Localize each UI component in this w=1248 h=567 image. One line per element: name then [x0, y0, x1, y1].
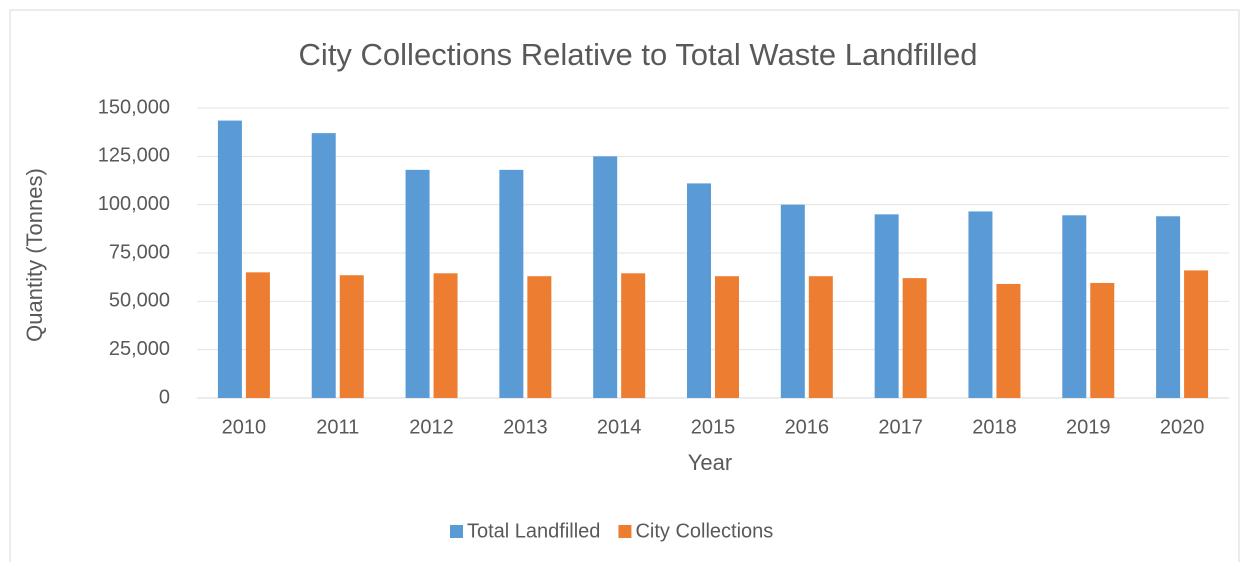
bar [593, 156, 618, 398]
bar [687, 183, 711, 398]
y-tick-label: 25,000 [109, 338, 170, 360]
x-tick-label: 2018 [972, 416, 1017, 438]
bar [527, 276, 552, 398]
bar [874, 214, 899, 398]
bar [996, 283, 1021, 398]
x-tick-label: 2014 [597, 416, 642, 438]
bar [311, 133, 336, 398]
y-tick-label: 150,000 [98, 96, 170, 118]
chart-border [9, 9, 1240, 567]
y-tick-label: 125,000 [98, 145, 170, 167]
bar [808, 276, 833, 398]
y-tick-label: 100,000 [98, 193, 170, 215]
bar [1090, 282, 1115, 398]
x-tick-label: 2019 [1066, 416, 1111, 438]
bar [902, 278, 927, 398]
y-tick-label: 50,000 [109, 290, 170, 312]
y-axis-title: Quantity (Tonnes) [22, 168, 47, 342]
x-tick-label: 2010 [222, 416, 267, 438]
chart-title: City Collections Relative to Total Waste… [299, 37, 978, 72]
bar [217, 120, 242, 399]
x-tick-label: 2017 [878, 416, 923, 438]
bar [499, 169, 524, 398]
x-tick-label: 2015 [691, 416, 736, 438]
bar [1184, 270, 1209, 398]
legend-label: Total Landfilled [467, 520, 600, 542]
bar [1062, 215, 1087, 398]
bar [1156, 216, 1181, 398]
x-tick-label: 2020 [1160, 416, 1205, 438]
y-tick-label: 0 [159, 386, 170, 408]
legend-swatch [618, 525, 632, 538]
bar [780, 204, 805, 398]
bar [405, 169, 430, 398]
x-tick-label: 2012 [409, 416, 454, 438]
x-tick-label: 2013 [503, 416, 548, 438]
y-tick-label: 75,000 [109, 241, 170, 263]
x-tick-label: 2011 [316, 416, 359, 438]
legend-swatch [450, 525, 463, 538]
x-axis-title: Year [688, 450, 732, 475]
bar [968, 211, 993, 398]
legend-label: City Collections [635, 520, 773, 542]
x-tick-label: 2016 [785, 416, 830, 438]
bar [621, 273, 646, 398]
bar [245, 272, 270, 398]
bar [433, 273, 458, 398]
bar [715, 276, 739, 398]
bar [339, 275, 364, 398]
